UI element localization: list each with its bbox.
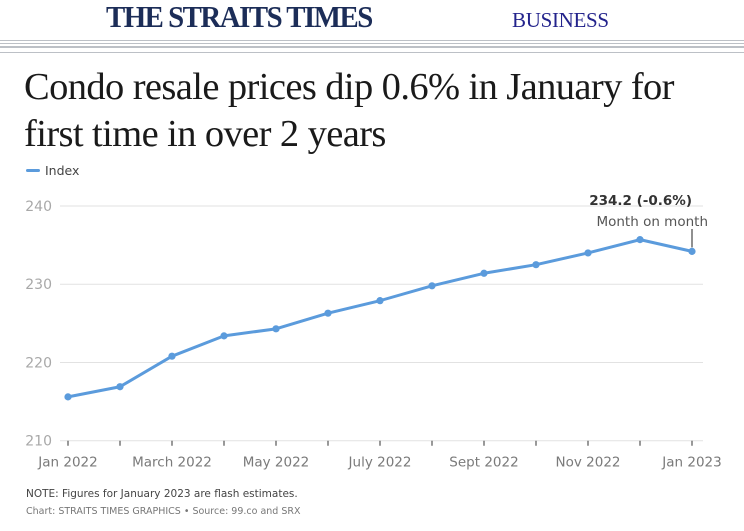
x-tick-label: Jan 2022 [37, 455, 97, 471]
y-tick-label: 230 [25, 277, 52, 293]
y-tick-label: 240 [25, 199, 52, 215]
data-point [636, 236, 644, 244]
data-point [376, 297, 384, 305]
data-point [532, 261, 540, 269]
y-tick-label: 210 [25, 434, 52, 450]
annotation-sublabel: Month on month [596, 214, 708, 230]
annotation-value: 234.2 (-0.6%) [589, 193, 692, 209]
x-tick-label: Jan 2023 [661, 455, 721, 471]
data-point [584, 249, 592, 257]
data-point [272, 325, 280, 333]
data-point [688, 247, 696, 255]
x-tick-label: Sept 2022 [449, 455, 518, 471]
header-rule [0, 40, 744, 41]
data-point [428, 282, 436, 290]
chart-note: NOTE: Figures for January 2023 are flash… [26, 488, 298, 500]
data-point [480, 269, 488, 277]
header-rule [0, 46, 744, 48]
masthead-logo: THE STRAITS TIMES [106, 0, 373, 34]
legend-label: Index [45, 162, 80, 178]
data-point [116, 383, 124, 391]
legend-line-swatch [26, 168, 40, 172]
data-point [324, 309, 332, 317]
x-tick-label: July 2022 [348, 455, 412, 471]
line-chart: 210 220 230 240 Jan 2022 March 2022 May 2022 Ju… [25, 193, 721, 471]
chart-source: Chart: STRAITS TIMES GRAPHICS • Source: … [26, 506, 301, 517]
header-rule [0, 52, 744, 53]
data-point [64, 393, 72, 401]
chart-legend: Index [26, 161, 79, 179]
series-line [66, 238, 694, 399]
data-point [220, 332, 228, 340]
y-tick-label: 220 [25, 355, 52, 371]
x-tick-label: Nov 2022 [556, 455, 621, 471]
data-point [168, 352, 176, 360]
section-label[interactable]: BUSINESS [512, 8, 609, 32]
x-tick-label: May 2022 [243, 455, 310, 471]
x-tick-label: March 2022 [132, 455, 212, 471]
chart-headline: Condo resale prices dip 0.6% in January … [24, 66, 675, 155]
header-rule [0, 43, 744, 44]
